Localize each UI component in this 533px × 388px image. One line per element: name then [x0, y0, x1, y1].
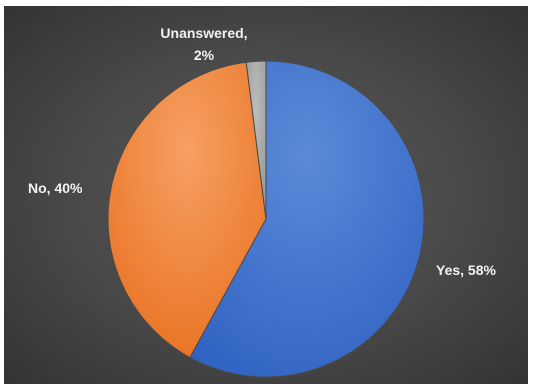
- pie-chart: Yes, 58% No, 40% Unanswered, 2%: [28, 25, 496, 378]
- label-unanswered: Unanswered,: [160, 25, 247, 41]
- label-yes: Yes, 58%: [436, 262, 496, 278]
- slice-yes: [189, 60, 425, 378]
- chart-area: Yes, 58% No, 40% Unanswered, 2%: [4, 6, 528, 384]
- slice-no: [107, 61, 267, 359]
- label-unanswered-pct: 2%: [194, 47, 215, 63]
- slice-unanswered: [245, 60, 267, 220]
- pie-labels: Yes, 58% No, 40% Unanswered, 2%: [28, 25, 496, 278]
- pie-slices: [107, 60, 425, 378]
- label-no: No, 40%: [28, 180, 83, 196]
